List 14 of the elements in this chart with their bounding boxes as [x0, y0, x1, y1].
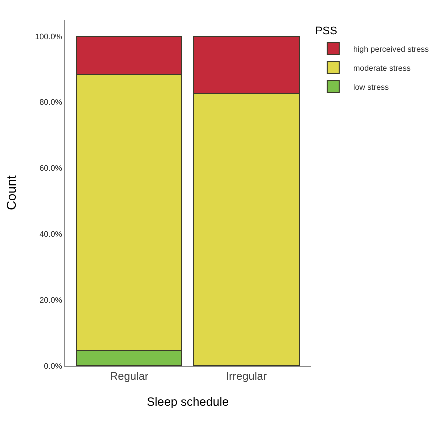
legend-label: high perceived stress: [353, 44, 430, 54]
y-tick-label: 100.0%: [35, 32, 62, 42]
x-axis-title: Sleep schedule: [146, 395, 230, 410]
y-tick-label: 60.0%: [40, 164, 62, 174]
y-tick-label: 80.0%: [40, 98, 62, 108]
y-tick-label: 0.0%: [44, 362, 62, 371]
y-tick-label: 40.0%: [40, 230, 62, 239]
legend-title: PSS: [315, 25, 338, 38]
legend-label: low stress: [353, 82, 390, 92]
x-tick-label: Irregular: [226, 371, 268, 384]
y-tick-label: 20.0%: [40, 296, 62, 305]
x-tick-label: Regular: [110, 371, 150, 384]
y-axis-title: Count: [4, 175, 20, 210]
legend-label: moderate stress: [353, 64, 411, 73]
